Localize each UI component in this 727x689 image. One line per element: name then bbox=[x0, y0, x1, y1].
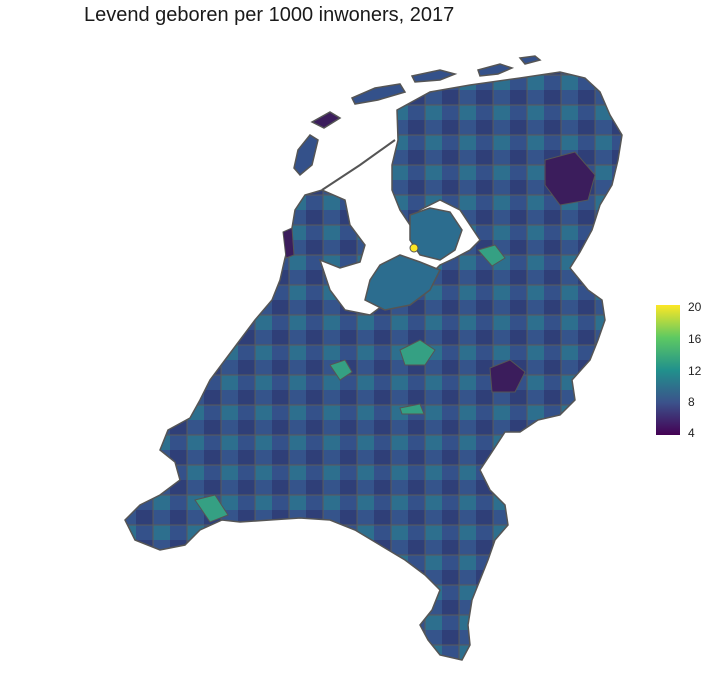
legend-colorbar bbox=[656, 305, 680, 435]
high-birth-area-1 bbox=[399, 339, 436, 366]
high-birth-area-5 bbox=[399, 403, 425, 415]
island-terschelling bbox=[350, 83, 407, 105]
map-title: Levend geboren per 1000 inwoners, 2017 bbox=[84, 4, 455, 26]
high-birth-area-4 bbox=[194, 494, 229, 523]
legend-tick-4: 4 bbox=[688, 426, 695, 440]
low-birth-area-3 bbox=[282, 227, 295, 259]
island-rottumeroog bbox=[518, 55, 542, 65]
island-texel bbox=[293, 134, 319, 177]
legend-tick-8: 8 bbox=[688, 395, 695, 409]
island-schiermonnikoog bbox=[477, 63, 515, 77]
urk-high-value bbox=[409, 243, 419, 253]
low-birth-area-2 bbox=[489, 359, 526, 393]
color-legend: 20 16 12 8 4 bbox=[652, 301, 722, 440]
high-birth-area-2 bbox=[329, 359, 353, 381]
legend-tick-16: 16 bbox=[688, 332, 702, 346]
legend-tick-20: 20 bbox=[688, 300, 702, 314]
island-ameland bbox=[410, 69, 458, 83]
netherlands-mainland bbox=[124, 71, 623, 661]
low-birth-area-1 bbox=[544, 151, 596, 206]
flevoland-region bbox=[364, 254, 442, 311]
noordoostpolder-region bbox=[409, 207, 463, 261]
island-vlieland bbox=[310, 111, 342, 129]
legend-tick-12: 12 bbox=[688, 364, 702, 378]
high-birth-area-3 bbox=[477, 244, 506, 267]
afsluitdijk-line bbox=[321, 139, 396, 191]
